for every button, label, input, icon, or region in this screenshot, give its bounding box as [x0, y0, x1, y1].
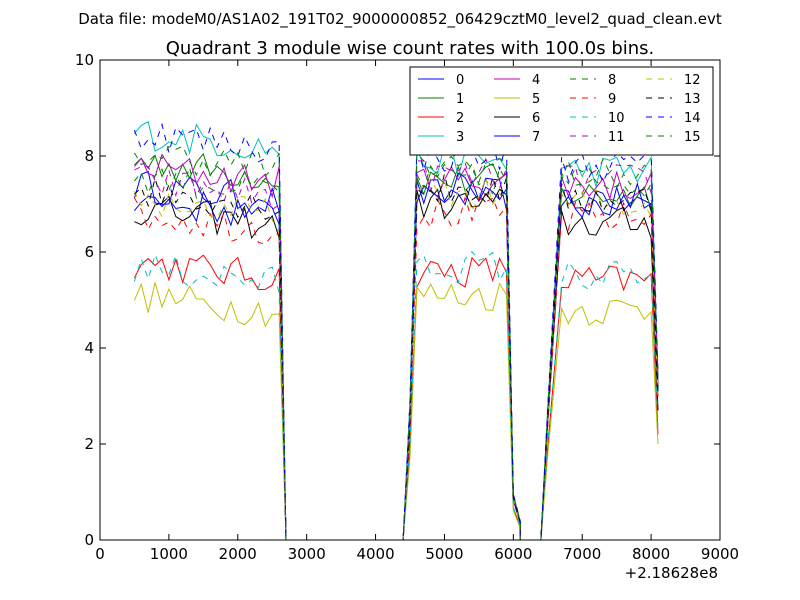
legend-label-3: 3 — [456, 130, 464, 145]
x-tick-label-6000: 6000 — [494, 545, 532, 563]
series-line-1 — [134, 152, 659, 541]
figure-suptitle: Data file: modeM0/AS1A02_191T02_90000008… — [78, 10, 722, 29]
legend-label-14: 14 — [684, 111, 701, 126]
series-line-10 — [133, 250, 659, 541]
series-line-15 — [133, 145, 659, 541]
x-tick-label-5000: 5000 — [425, 545, 463, 563]
series-line-4 — [134, 153, 659, 541]
x-tick-label-1000: 1000 — [150, 545, 188, 563]
series-line-6 — [134, 188, 659, 541]
legend-label-0: 0 — [456, 73, 464, 88]
y-tick-label-10: 10 — [75, 51, 94, 69]
legend-label-4: 4 — [532, 73, 540, 88]
legend-label-11: 11 — [608, 130, 625, 145]
legend-label-2: 2 — [456, 111, 464, 126]
y-tick-label-8: 8 — [84, 147, 94, 165]
x-tick-label-4000: 4000 — [356, 545, 394, 563]
y-tick-label-6: 6 — [84, 243, 94, 261]
legend-label-13: 13 — [684, 92, 701, 107]
series-line-2 — [133, 254, 659, 541]
x-tick-label-9000: 9000 — [701, 545, 739, 563]
y-tick-label-2: 2 — [84, 435, 94, 453]
series-line-0 — [133, 170, 659, 541]
y-tick-label-4: 4 — [84, 339, 94, 357]
legend-label-5: 5 — [532, 92, 540, 107]
x-tick-label-3000: 3000 — [288, 545, 326, 563]
series-line-14 — [133, 122, 659, 541]
legend-label-6: 6 — [532, 111, 540, 126]
plot-frame — [99, 59, 721, 541]
series-line-5 — [133, 282, 659, 541]
tick-labels: 0 1000 2000 3000 4000 5000 6000 7000 8000 9000 0 2 4… — [75, 51, 739, 563]
legend-label-7: 7 — [532, 130, 540, 145]
x-tick-label-8000: 8000 — [632, 545, 670, 563]
x-tick-label-7000: 7000 — [563, 545, 601, 563]
x-offset-label: +2.18628e8 — [625, 564, 718, 582]
legend-label-1: 1 — [456, 92, 464, 107]
series-line-7 — [134, 172, 659, 541]
series-lines — [133, 121, 659, 541]
x-tick-label-0: 0 — [95, 545, 105, 563]
legend-label-12: 12 — [684, 73, 701, 88]
legend-label-8: 8 — [608, 73, 616, 88]
x-tick-label-2000: 2000 — [219, 545, 257, 563]
legend-label-15: 15 — [684, 130, 701, 145]
series-line-12 — [133, 176, 659, 541]
legend-label-9: 9 — [608, 92, 616, 107]
legend-box — [409, 66, 714, 156]
y-tick-label-0: 0 — [84, 531, 94, 549]
series-line-9 — [133, 195, 659, 541]
legend-label-10: 10 — [608, 111, 625, 126]
chart-title: Quadrant 3 module wise count rates with … — [166, 38, 655, 59]
